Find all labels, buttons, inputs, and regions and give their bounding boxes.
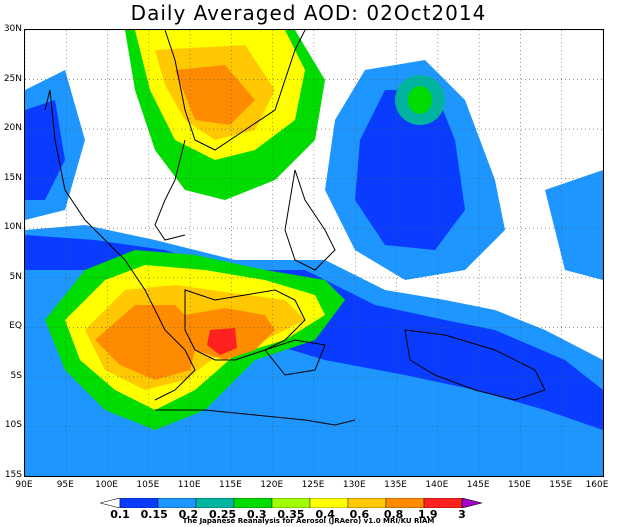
lat-tick-label: 15N: [3, 172, 22, 183]
lon-tick-label: 95E: [56, 480, 74, 490]
lat-tick-label: EQ: [9, 321, 22, 332]
aod-contour-0.8: [95, 65, 275, 380]
colorbar-label: 0.25: [209, 508, 237, 521]
lon-tick-label: 130E: [342, 480, 366, 490]
lon-tick-label: 105E: [136, 480, 160, 490]
colorbar: [100, 498, 483, 508]
lat-tick-label: 10N: [3, 222, 22, 233]
lon-tick-label: 145E: [466, 480, 490, 490]
lon-tick-label: 120E: [260, 480, 284, 490]
lat-tick-label: 5S: [10, 370, 22, 381]
aod-blob: [408, 86, 432, 114]
colorbar-segment: [423, 498, 463, 508]
colorbar-label: 0.15: [140, 508, 168, 521]
map-title: Daily Averaged AOD: 02Oct2014: [130, 1, 487, 25]
lat-tick-label: 15S: [4, 470, 22, 480]
lon-tick-label: 90E: [15, 480, 33, 490]
colorbar-label: 1.9: [418, 508, 438, 521]
lon-tick-label: 150E: [507, 480, 531, 490]
aod-contour-1.9: [207, 328, 237, 355]
colorbar-label: 0.8: [383, 508, 404, 521]
lat-tick-label: 10S: [4, 420, 22, 431]
colorbar-label: 0.35: [277, 508, 305, 521]
lon-tick-label: 135E: [384, 480, 407, 490]
colorbar-max-triangle: [461, 498, 483, 508]
coastlines: [44, 30, 546, 426]
colorbar-segment: [385, 498, 425, 508]
lon-tick-label: 110E: [177, 480, 201, 490]
colorbar-min-triangle: [100, 498, 121, 508]
colorbar-label: 0.6: [349, 508, 370, 521]
lon-tick-label: 160E: [585, 480, 609, 490]
colorbar-label: 0.4: [315, 508, 335, 521]
lon-tick-label: 125E: [301, 480, 325, 490]
lon-tick-label: 140E: [425, 480, 449, 490]
lon-tick-label: 115E: [218, 480, 242, 490]
colorbar-segment: [271, 498, 311, 508]
lat-tick-label: 30N: [3, 24, 22, 34]
colorbar-label: 0.3: [247, 508, 267, 521]
map-grid: [25, 30, 603, 476]
aod-map: [24, 29, 604, 477]
lat-tick-label: 25N: [3, 73, 22, 84]
colorbar-segment: [119, 498, 159, 508]
colorbar-segment: [309, 498, 349, 508]
colorbar-label: 0.1: [110, 508, 130, 521]
lat-tick-label: 5N: [9, 271, 22, 282]
lon-tick-label: 100E: [95, 480, 118, 490]
lon-tick-label: 155E: [549, 480, 573, 490]
lat-tick-label: 20N: [3, 123, 22, 134]
colorbar-segment: [157, 498, 197, 508]
colorbar-label: 0.2: [178, 508, 199, 521]
aod-field: [25, 30, 603, 476]
colorbar-segment: [195, 498, 235, 508]
colorbar-label: 3: [458, 508, 466, 521]
colorbar-segment: [347, 498, 387, 508]
colorbar-segment: [233, 498, 273, 508]
credit-line: The Japanese Reanalysis for Aerosol (JRA…: [182, 517, 435, 525]
